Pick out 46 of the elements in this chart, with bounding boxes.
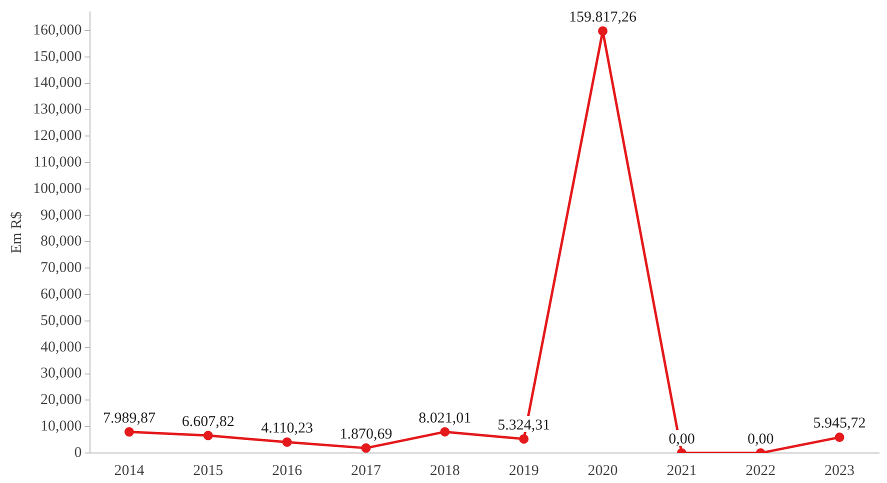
x-tick-label: 2020	[588, 462, 618, 479]
x-tick-label: 2014	[114, 462, 145, 479]
point	[282, 437, 292, 447]
y-tick-label: 90,000	[40, 207, 82, 224]
y-tick-label: 70,000	[40, 260, 82, 276]
x-tick-label: 2023	[824, 462, 855, 479]
y-tick-label: 130,000	[33, 102, 82, 118]
x-tick-label: 2019	[508, 462, 539, 479]
data-label: 5.324,31	[498, 417, 550, 434]
y-tick-label: 50,000	[40, 312, 82, 329]
y-tick-label: 150,000	[33, 48, 82, 65]
x-tick-label: 2018	[430, 462, 460, 479]
y-tick-label: 100,000	[33, 180, 82, 197]
point	[124, 427, 134, 437]
y-tick-label: 0	[74, 444, 82, 461]
y-tick-label: 10,000	[40, 418, 82, 435]
data-label: 6.607,82	[182, 414, 234, 430]
data-label: 5.945,72	[813, 416, 866, 432]
point	[519, 434, 529, 444]
y-tick-label: 160,000	[33, 22, 82, 38]
y-tick-label: 140,000	[33, 75, 82, 92]
point	[361, 443, 371, 453]
point	[203, 430, 213, 440]
x-tick-label: 2017	[350, 462, 382, 479]
x-tick-label: 2022	[746, 462, 776, 479]
y-tick-label: 110,000	[34, 154, 82, 170]
data-label: 7.989,87	[102, 410, 156, 426]
point	[440, 427, 450, 437]
x-tick-label: 2016	[272, 462, 303, 479]
y-tick-label: 30,000	[40, 366, 82, 382]
point	[834, 432, 844, 442]
x-tick-label: 2021	[666, 462, 697, 479]
y-tick-label: 120,000	[33, 128, 82, 144]
data-label: 1.870,69	[340, 426, 392, 442]
data-label: 0,00	[747, 431, 774, 448]
data-label: 0,00	[668, 431, 695, 448]
data-label: 4.110,23	[261, 420, 314, 437]
y-tick-label: 80,000	[40, 234, 82, 250]
y-axis-title: Em R$	[8, 210, 25, 254]
data-label: 159.817,26	[569, 9, 638, 26]
point	[598, 26, 608, 36]
data-label: 8.021,01	[418, 410, 472, 426]
x-tick-label: 2015	[193, 462, 224, 479]
y-tick-label: 60,000	[40, 286, 82, 302]
y-tick-label: 20,000	[40, 392, 82, 408]
y-tick-label: 40,000	[40, 339, 82, 356]
